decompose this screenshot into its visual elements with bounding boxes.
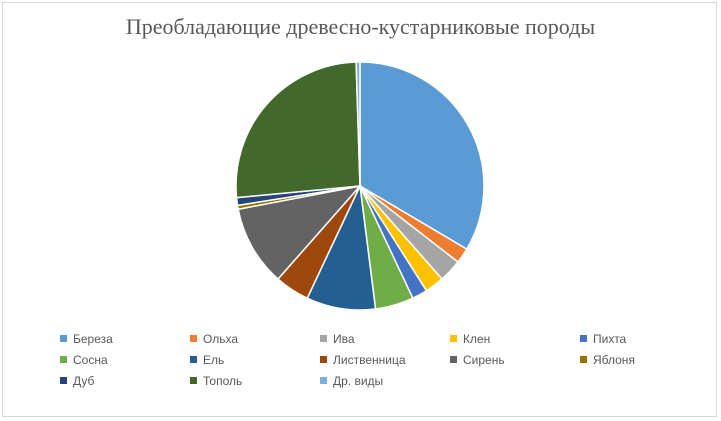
legend-label: Дуб — [73, 373, 95, 388]
legend-item: Яблоня — [580, 351, 700, 368]
legend-label: Тополь — [203, 373, 243, 388]
legend-swatch — [60, 377, 67, 384]
pie-slice-11 — [235, 61, 361, 199]
legend-label: Сосна — [73, 352, 108, 367]
legend-label: Сирень — [463, 352, 505, 367]
legend-item: Пихта — [580, 330, 700, 347]
legend-item: Береза — [60, 330, 190, 347]
legend-item: Др. виды — [320, 372, 450, 389]
legend-label: Лиственница — [333, 352, 406, 367]
legend-swatch — [190, 377, 197, 384]
legend-swatch — [190, 335, 197, 342]
legend-label: Ель — [203, 352, 225, 367]
chart-legend: Береза Ольха Ива Клен Пихта Сосна Ель Лиственни… — [60, 330, 700, 389]
legend-swatch — [320, 356, 327, 363]
chart-title: Преобладающие древесно-кустарниковые пор… — [125, 14, 596, 39]
legend-label: Пихта — [593, 331, 627, 346]
legend-swatch — [580, 356, 587, 363]
pie-slice-0 — [359, 61, 485, 251]
legend-item: Сирень — [450, 351, 580, 368]
legend-item: Лиственница — [320, 351, 450, 368]
legend-swatch — [60, 356, 67, 363]
legend-label: Ива — [333, 331, 355, 346]
legend-item: Ель — [190, 351, 320, 368]
legend-label: Яблоня — [593, 352, 635, 367]
legend-swatch — [450, 356, 457, 363]
legend-label: Др. виды — [333, 373, 384, 388]
legend-swatch — [580, 335, 587, 342]
legend-label: Береза — [73, 331, 113, 346]
legend-swatch — [190, 356, 197, 363]
legend-item: Клен — [450, 330, 580, 347]
legend-item: Ива — [320, 330, 450, 347]
legend-swatch — [450, 335, 457, 342]
legend-swatch — [60, 335, 67, 342]
pie-slice-12 — [355, 61, 361, 187]
pie-slice-8 — [237, 184, 363, 281]
legend-item: Дуб — [60, 372, 190, 389]
legend-swatch — [320, 335, 327, 342]
legend-item: Сосна — [60, 351, 190, 368]
legend-item: Ольха — [190, 330, 320, 347]
legend-item: Тополь — [190, 372, 320, 389]
legend-swatch — [320, 377, 327, 384]
legend-label: Ольха — [203, 331, 238, 346]
legend-label: Клен — [463, 331, 491, 346]
